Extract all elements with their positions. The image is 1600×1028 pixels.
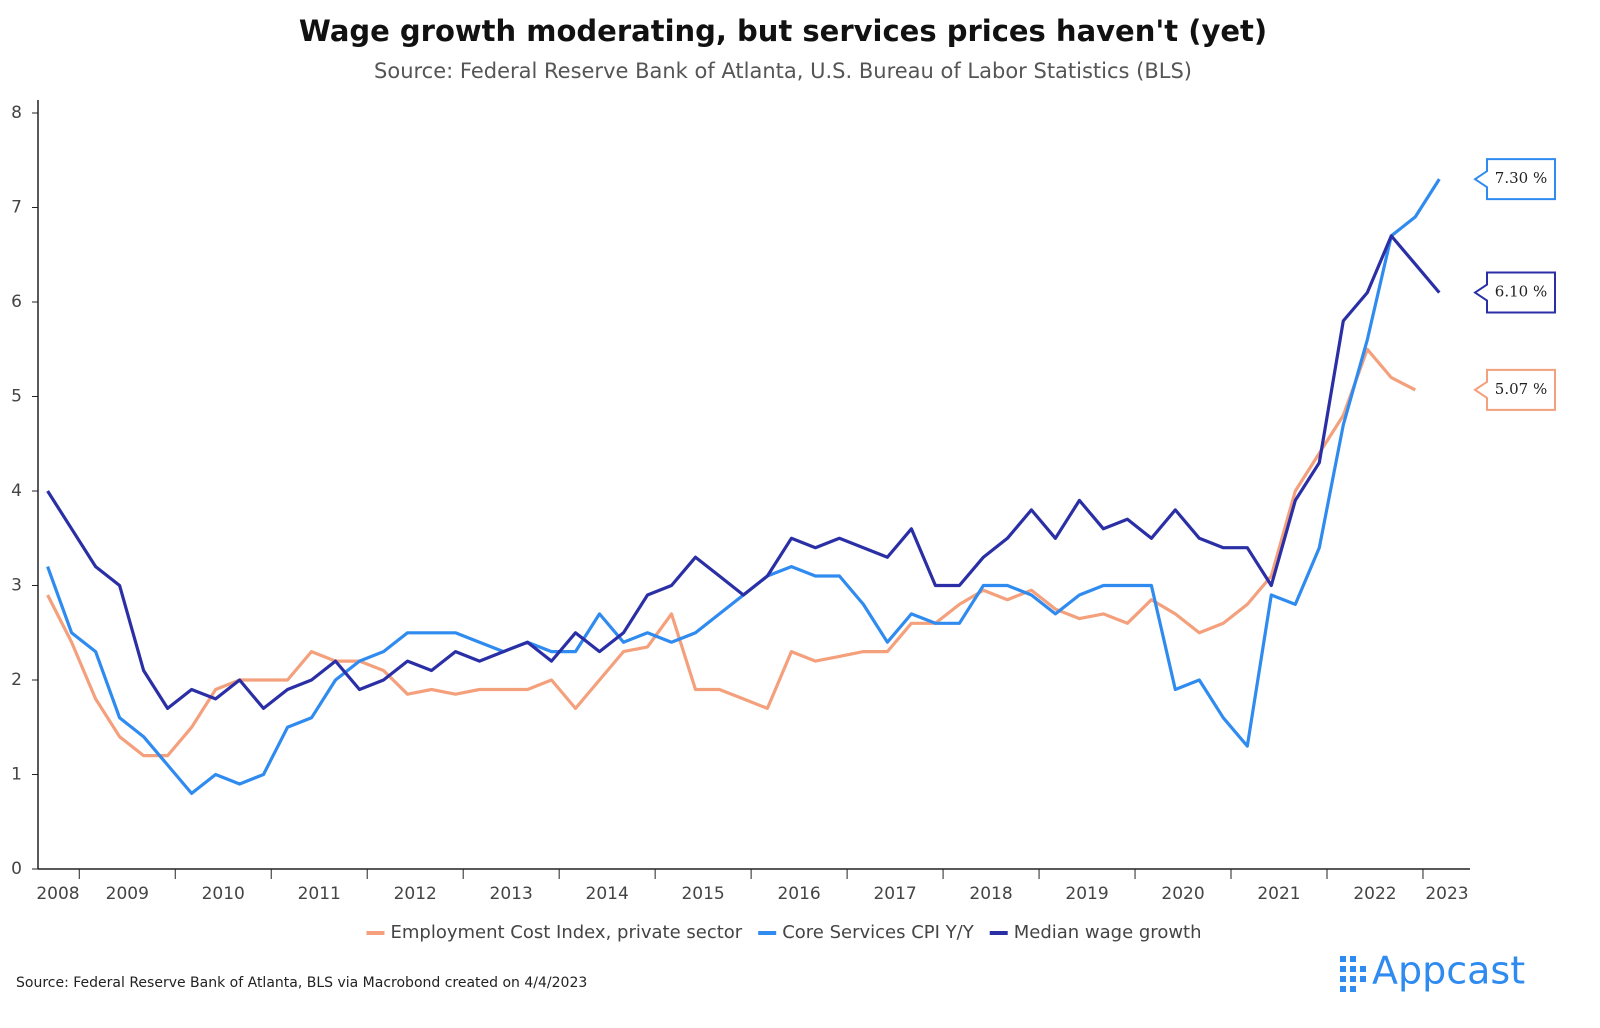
chart-title: Wage growth moderating, but services pri… — [299, 14, 1267, 48]
end-callout-label: 5.07 % — [1495, 380, 1547, 398]
y-tick-label: 2 — [11, 670, 22, 690]
y-tick-label: 5 — [11, 387, 22, 407]
brand-name: Appcast — [1372, 949, 1525, 993]
x-tick-label: 2017 — [873, 884, 916, 904]
end-callout-label: 6.10 % — [1495, 283, 1547, 301]
end-callout: 6.10 % — [1473, 271, 1556, 314]
x-tick-label: 2010 — [202, 884, 245, 904]
series-line — [46, 347, 1417, 758]
x-tick-label: 2009 — [106, 884, 149, 904]
end-callout: 5.07 % — [1473, 368, 1556, 411]
x-tick-label: 2016 — [777, 884, 820, 904]
x-tick-label: 2022 — [1353, 884, 1396, 904]
end-callout-label: 7.30 % — [1495, 169, 1547, 187]
legend-label: Core Services CPI Y/Y — [782, 922, 975, 943]
legend-label: Employment Cost Index, private sector — [390, 922, 742, 943]
brand-icon — [1340, 956, 1366, 992]
x-tick-label: 2020 — [1161, 884, 1204, 904]
legend-label: Median wage growth — [1014, 922, 1202, 943]
x-tick-label: 2015 — [681, 884, 724, 904]
x-tick-label: 2011 — [298, 884, 341, 904]
end-callout-box — [1473, 271, 1556, 314]
y-tick-label: 6 — [11, 292, 22, 312]
x-tick-label: 2023 — [1425, 884, 1468, 904]
chart-subtitle: Source: Federal Reserve Bank of Atlanta,… — [374, 59, 1192, 83]
x-tick-label: 2008 — [36, 884, 79, 904]
x-tick-label: 2013 — [490, 884, 533, 904]
x-tick-label: 2014 — [586, 884, 629, 904]
end-callout: 7.30 % — [1473, 158, 1556, 201]
end-callout-box — [1473, 368, 1556, 411]
footer-source: Source: Federal Reserve Bank of Atlanta,… — [16, 975, 587, 991]
x-tick-label: 2018 — [969, 884, 1012, 904]
y-tick-label: 4 — [11, 481, 22, 501]
legend: Employment Cost Index, private sector Cor… — [366, 922, 1202, 943]
y-tick-label: 3 — [11, 576, 22, 596]
x-tick-label: 2019 — [1065, 884, 1108, 904]
x-tick-label: 2021 — [1257, 884, 1300, 904]
x-tick-label: 2012 — [394, 884, 437, 904]
y-tick-label: 1 — [11, 765, 22, 785]
y-tick-label: 0 — [11, 859, 22, 879]
y-tick-label: 8 — [11, 103, 22, 123]
end-callout-box — [1473, 158, 1556, 201]
series-line — [46, 234, 1441, 710]
y-tick-label: 7 — [11, 198, 22, 218]
